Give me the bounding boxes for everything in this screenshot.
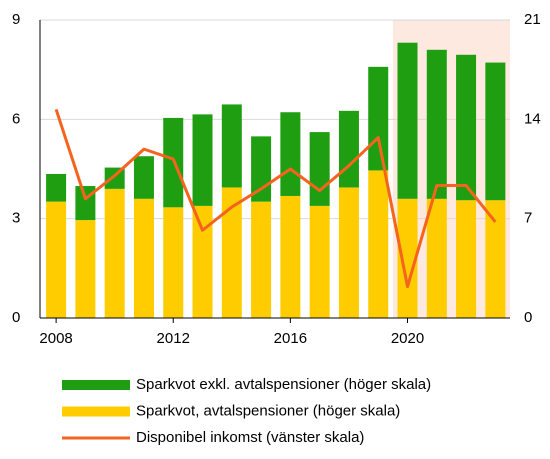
bar	[251, 201, 272, 318]
bar	[309, 205, 330, 318]
bar	[368, 170, 389, 318]
bar	[338, 187, 359, 318]
bar	[280, 195, 301, 318]
bar	[485, 62, 506, 201]
bar	[368, 66, 389, 171]
bar	[426, 49, 447, 199]
bar	[397, 198, 418, 318]
line	[54, 108, 497, 289]
bar	[338, 110, 359, 188]
bar	[104, 188, 125, 318]
bar	[133, 198, 154, 318]
bar	[46, 173, 67, 202]
x-tick-label: 2008	[39, 330, 72, 347]
y-tick-label: 9	[12, 11, 20, 28]
legend-swatch	[62, 406, 130, 417]
y-tick-label: 3	[12, 210, 20, 227]
bar	[456, 54, 477, 201]
y-tick-label: 0	[12, 309, 20, 326]
bar	[192, 114, 213, 206]
legend-label: Sparkvot exkl. avtalspensioner (höger sk…	[136, 376, 431, 393]
x-tick-label: 2016	[274, 330, 307, 347]
bar	[309, 132, 330, 206]
bar	[192, 205, 213, 318]
legend-label: Sparkvot, avtalspensioner (höger skala)	[136, 402, 400, 419]
bar	[221, 104, 242, 188]
y2-tick-label: 0	[524, 309, 532, 326]
bar	[75, 186, 96, 221]
bar	[485, 200, 506, 318]
bar	[221, 187, 242, 318]
bar	[456, 200, 477, 318]
y2-tick-label: 14	[524, 110, 541, 127]
x-tick-label: 2020	[391, 330, 424, 347]
x-tick-label: 2012	[157, 330, 190, 347]
bar	[397, 42, 418, 199]
legend-swatch	[62, 380, 130, 390]
bar	[163, 207, 184, 318]
bar	[46, 201, 67, 318]
bar	[133, 156, 154, 199]
bar	[426, 198, 447, 318]
bar	[75, 220, 96, 318]
y2-tick-label: 7	[524, 210, 532, 227]
y2-tick-label: 21	[524, 11, 541, 28]
bar	[280, 112, 301, 196]
legend-label: Disponibel inkomst (vänster skala)	[136, 429, 364, 446]
y-tick-label: 6	[12, 110, 20, 127]
